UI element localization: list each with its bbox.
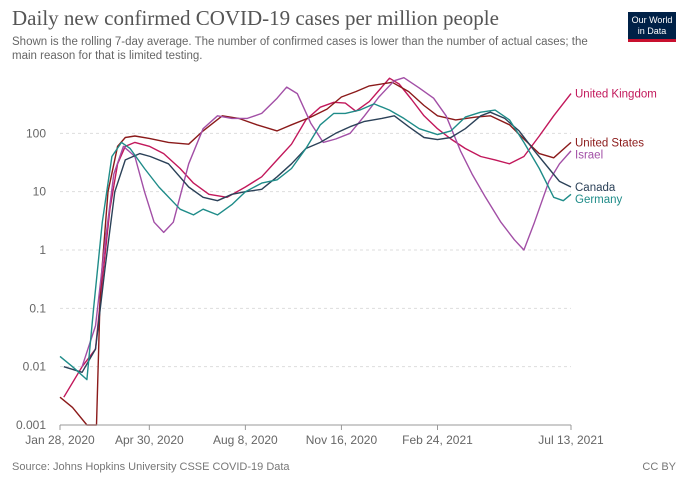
- logo-line-1: Our World: [631, 15, 673, 25]
- series-label-israel: Israel: [575, 149, 603, 161]
- series-line-united-kingdom: [63, 77, 572, 398]
- chart-title: Daily new confirmed COVID-19 cases per m…: [12, 6, 499, 30]
- x-tick-label: Feb 24, 2021: [402, 433, 473, 447]
- series-label-germany: Germany: [575, 194, 623, 206]
- series-line-israel: [81, 77, 572, 367]
- y-tick-label: 100: [26, 126, 46, 140]
- owid-logo[interactable]: Our World in Data: [628, 12, 676, 42]
- source-note: Source: Johns Hopkins University CSSE CO…: [12, 461, 290, 473]
- y-tick-label: 10: [33, 185, 47, 199]
- x-tick-label: Jul 13, 2021: [538, 433, 604, 447]
- x-tick-label: Aug 8, 2020: [213, 433, 278, 447]
- series-line-canada: [63, 111, 572, 373]
- chart-subtitle: Shown is the rolling 7-day average. The …: [12, 36, 588, 62]
- axes: 0.001 0.01 0.1 1 10 100 Jan 28, 2020 Apr 30, 20…: [16, 126, 604, 447]
- series-lines: [59, 77, 572, 426]
- grid: [60, 132, 571, 426]
- y-tick-label: 0.001: [16, 418, 46, 432]
- y-tick-label: 0.01: [23, 360, 47, 374]
- x-tick-label: Nov 16, 2020: [306, 433, 378, 447]
- logo-line-2: in Data: [637, 26, 667, 36]
- series-label-united-states: United States: [575, 137, 644, 149]
- y-tick-label: 0.1: [29, 301, 46, 315]
- series-line-germany: [59, 103, 572, 381]
- license-link[interactable]: CC BY: [642, 461, 676, 473]
- x-tick-label: Jan 28, 2020: [25, 433, 95, 447]
- series-label-united-kingdom: United Kingdom: [575, 89, 657, 101]
- x-tick-label: Apr 30, 2020: [115, 433, 184, 447]
- series-label-canada: Canada: [575, 182, 616, 194]
- y-tick-label: 1: [39, 243, 46, 257]
